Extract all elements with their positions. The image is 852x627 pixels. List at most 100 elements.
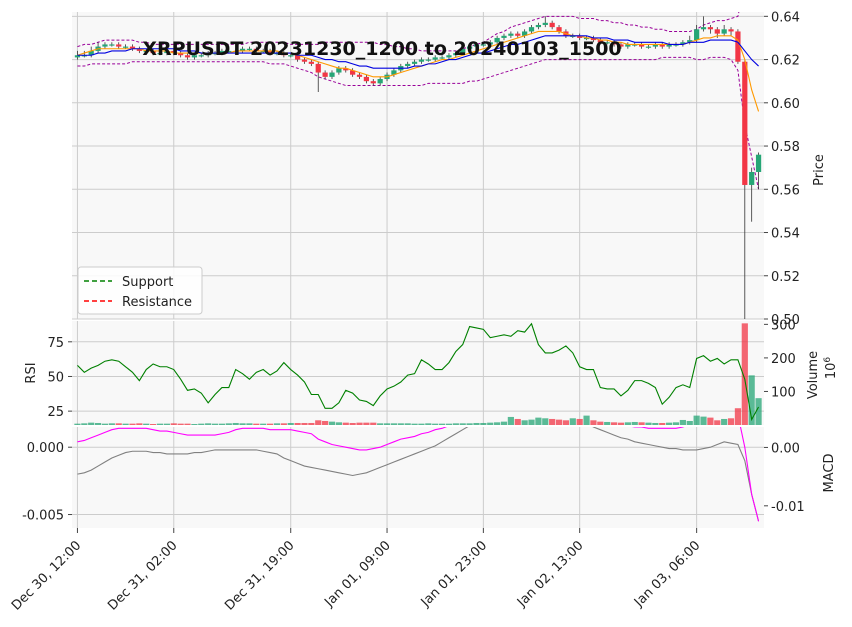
candle-body bbox=[645, 46, 652, 48]
candle-body bbox=[556, 27, 562, 32]
volume-bar bbox=[218, 423, 226, 425]
candle-body bbox=[377, 79, 383, 84]
candle-body bbox=[267, 50, 273, 54]
volume-bar bbox=[700, 416, 707, 425]
volume-bar bbox=[390, 423, 398, 425]
moving-average-orange bbox=[77, 30, 760, 112]
volume-bar bbox=[129, 423, 136, 425]
candle-body bbox=[301, 59, 308, 62]
candle-body bbox=[632, 44, 638, 46]
candle-body bbox=[755, 154, 762, 172]
x-tick-label: Dec 31, 02:00 bbox=[105, 538, 180, 613]
candle-body bbox=[315, 63, 321, 73]
grid-lines bbox=[72, 12, 764, 528]
candle-body bbox=[294, 55, 301, 60]
candle-body bbox=[742, 61, 748, 185]
candle-body bbox=[329, 72, 335, 77]
volume-bar bbox=[198, 423, 205, 425]
volume-bar bbox=[260, 423, 267, 425]
bollinger-upper-band bbox=[77, 12, 740, 52]
price-ylabel: Price bbox=[812, 154, 827, 186]
price-tick-label: 0.56 bbox=[771, 183, 800, 198]
candle-body bbox=[535, 24, 542, 28]
rsi-tick-label: 50 bbox=[47, 370, 64, 385]
volume-bar bbox=[266, 423, 274, 425]
candle-body bbox=[288, 55, 294, 57]
candle-body bbox=[425, 59, 431, 61]
volume-bar bbox=[590, 420, 597, 425]
x-tick-label: Jan 01, 23:00 bbox=[418, 538, 490, 610]
volume-bar bbox=[411, 423, 418, 425]
candle-body bbox=[150, 50, 156, 54]
volume-bar bbox=[370, 422, 377, 425]
volume-bar bbox=[734, 408, 742, 425]
volume-bar bbox=[617, 422, 625, 425]
candle-body bbox=[253, 48, 259, 51]
candle-body bbox=[528, 27, 535, 32]
volume-bar bbox=[755, 398, 762, 425]
candle-body bbox=[274, 53, 280, 55]
candle-body bbox=[453, 53, 459, 56]
volume-bar bbox=[666, 422, 673, 425]
volume-bar bbox=[287, 422, 294, 425]
volume-bar bbox=[549, 418, 556, 425]
candle-body bbox=[205, 53, 211, 56]
volume-bar bbox=[163, 423, 170, 425]
volume-bar bbox=[721, 418, 728, 425]
candle-body bbox=[418, 59, 425, 62]
candle-body bbox=[184, 55, 191, 58]
volume-bar bbox=[205, 423, 212, 425]
candle-body bbox=[81, 55, 87, 57]
candle-body bbox=[721, 29, 727, 34]
volume-unit-base: 10 bbox=[824, 363, 839, 380]
candle-body bbox=[122, 46, 129, 48]
candle-body bbox=[281, 53, 287, 56]
volume-bar bbox=[101, 423, 109, 425]
volume-bar bbox=[136, 423, 143, 425]
candle-body bbox=[143, 50, 149, 53]
candle-body bbox=[680, 42, 686, 45]
volume-bar bbox=[363, 422, 370, 425]
volume-bar bbox=[652, 422, 659, 425]
candle-body bbox=[659, 44, 665, 47]
x-tick-label: Dec 31, 19:00 bbox=[222, 538, 297, 613]
candle-body bbox=[597, 40, 603, 43]
volume-bar bbox=[645, 422, 652, 425]
volume-bar bbox=[686, 420, 693, 425]
volume-bar bbox=[624, 422, 631, 425]
macd-right-tick-label: 0.00 bbox=[771, 441, 800, 456]
candle-body bbox=[611, 42, 617, 45]
macd-signal-line bbox=[77, 427, 760, 522]
candle-body bbox=[405, 63, 411, 67]
candle-body bbox=[446, 55, 452, 58]
volume-bar bbox=[693, 415, 700, 425]
candle-body bbox=[700, 27, 707, 30]
candle-body bbox=[735, 31, 741, 62]
volume-bar bbox=[445, 423, 453, 425]
volume-tick-label: 200 bbox=[771, 352, 796, 367]
candle-body bbox=[370, 81, 376, 84]
x-tick-label: Jan 03, 06:00 bbox=[631, 538, 703, 610]
macd-panel-bg bbox=[72, 427, 764, 528]
volume-bar bbox=[397, 423, 404, 425]
candle-body bbox=[212, 53, 218, 55]
candle-body bbox=[219, 50, 225, 54]
candle-body bbox=[260, 50, 266, 53]
volume-bar bbox=[514, 418, 521, 425]
candle-body bbox=[411, 61, 418, 64]
moving-average-blue bbox=[77, 35, 759, 69]
volume-bar bbox=[239, 423, 246, 425]
volume-bar bbox=[542, 418, 549, 425]
candle-body bbox=[308, 61, 314, 64]
volume-bar bbox=[328, 421, 336, 425]
volume-bar bbox=[246, 423, 253, 425]
volume-bar bbox=[253, 423, 260, 425]
rsi-panel-bg bbox=[72, 321, 764, 425]
legend-box bbox=[77, 266, 203, 315]
candle-body bbox=[638, 44, 645, 47]
legend-label-support: Support bbox=[122, 275, 173, 290]
volume-bar bbox=[583, 415, 590, 425]
volume-bar bbox=[94, 422, 102, 425]
volume-bar bbox=[741, 323, 748, 425]
